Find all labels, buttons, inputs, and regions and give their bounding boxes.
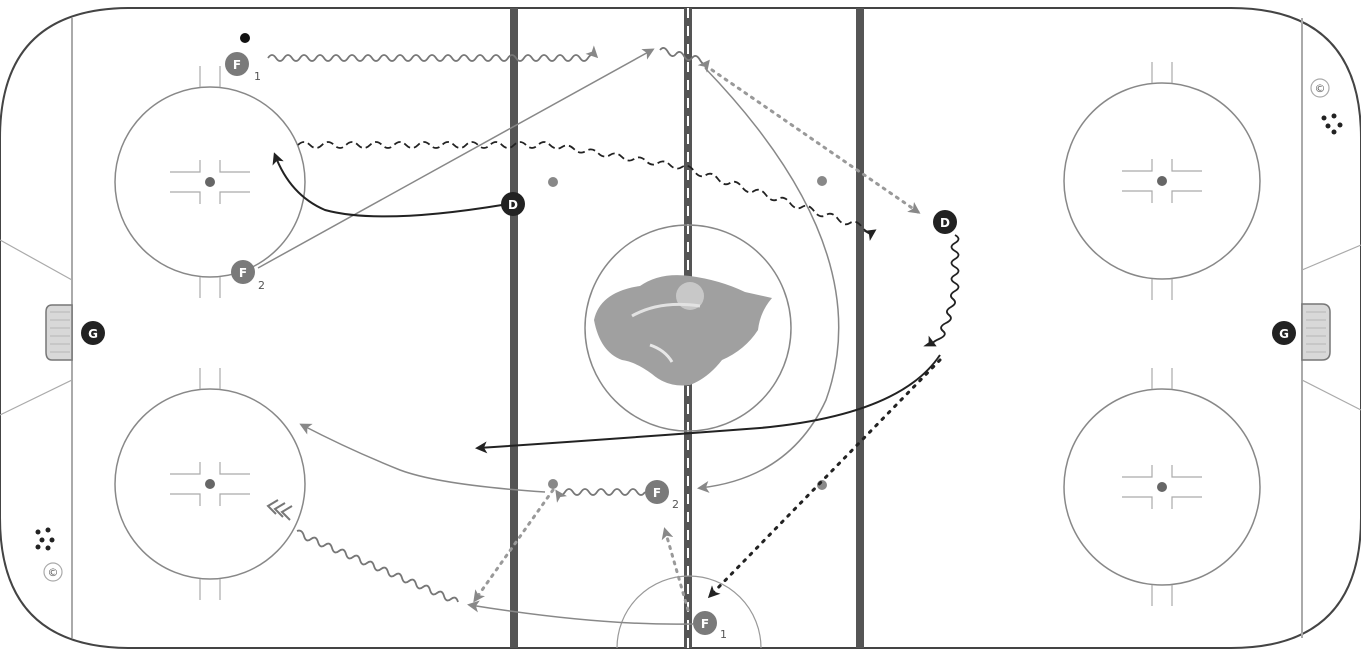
copyright-mark-left: ©	[43, 562, 63, 582]
faceoff-circle-bottom-right	[1063, 368, 1261, 606]
player-goalie-right[interactable]: G	[1272, 321, 1296, 345]
puck-icon	[240, 33, 250, 43]
skate-with-puck-path	[659, 47, 710, 73]
faceoff-circle-bottom-left	[114, 368, 306, 600]
skate-with-puck-path	[296, 529, 459, 603]
skate-path	[475, 354, 941, 454]
player-f1-bottom[interactable]: F 1	[693, 611, 727, 641]
player-d-right[interactable]: D	[933, 210, 957, 234]
svg-text:1: 1	[254, 70, 261, 83]
corner-line	[0, 239, 73, 281]
pass-dotted	[661, 527, 690, 612]
faceoff-dot	[817, 176, 827, 186]
player-goalie-left[interactable]: G	[81, 321, 105, 345]
faceoff-dot	[548, 479, 558, 489]
blue-line-right	[856, 8, 864, 648]
skate-with-puck-path	[923, 234, 960, 347]
shot-arrow-icon	[266, 499, 293, 521]
puck-pile-icon	[35, 527, 55, 551]
blue-line-left	[510, 8, 518, 648]
skate-path	[272, 152, 503, 218]
skate-with-puck-path	[555, 488, 646, 503]
copyright-mark-right: ©	[1310, 78, 1330, 98]
corner-line	[1301, 244, 1361, 271]
player-f2-bottom[interactable]: F 2	[645, 480, 679, 511]
skate-path	[697, 67, 840, 493]
svg-text:©: ©	[1315, 82, 1326, 95]
faceoff-circle-top-left	[114, 66, 306, 298]
puck-pile-icon	[1321, 113, 1343, 135]
svg-text:D: D	[508, 198, 518, 212]
corner-line	[0, 379, 73, 416]
faceoff-dot	[548, 177, 558, 187]
skate-path	[299, 423, 546, 493]
pass-dotted	[710, 68, 921, 214]
faceoff-circle-top-right	[1063, 62, 1261, 300]
skate-path	[467, 600, 694, 625]
svg-text:D: D	[940, 216, 950, 230]
team-logo	[594, 275, 772, 386]
center-ice-bottom-arc	[616, 575, 762, 649]
pass-line	[257, 48, 655, 269]
svg-text:2: 2	[258, 279, 265, 292]
center-circle	[584, 224, 792, 432]
player-f2-top[interactable]: F 2	[231, 260, 265, 292]
svg-text:1: 1	[720, 628, 727, 641]
svg-text:F: F	[701, 617, 709, 631]
corner-line	[1301, 379, 1361, 411]
skate-with-puck-path	[267, 45, 599, 62]
player-f1-top[interactable]: F 1	[225, 52, 261, 83]
svg-text:G: G	[88, 327, 98, 341]
svg-text:G: G	[1279, 327, 1289, 341]
player-d-left[interactable]: D	[501, 192, 525, 216]
svg-text:©: ©	[48, 566, 59, 579]
goal-net-right	[1301, 303, 1331, 361]
svg-text:2: 2	[672, 498, 679, 511]
svg-text:F: F	[239, 266, 247, 280]
pass-dotted	[473, 488, 555, 603]
goal-net-left	[45, 304, 73, 361]
svg-text:F: F	[233, 58, 241, 72]
pass-dotted	[707, 358, 942, 599]
svg-text:F: F	[653, 486, 661, 500]
